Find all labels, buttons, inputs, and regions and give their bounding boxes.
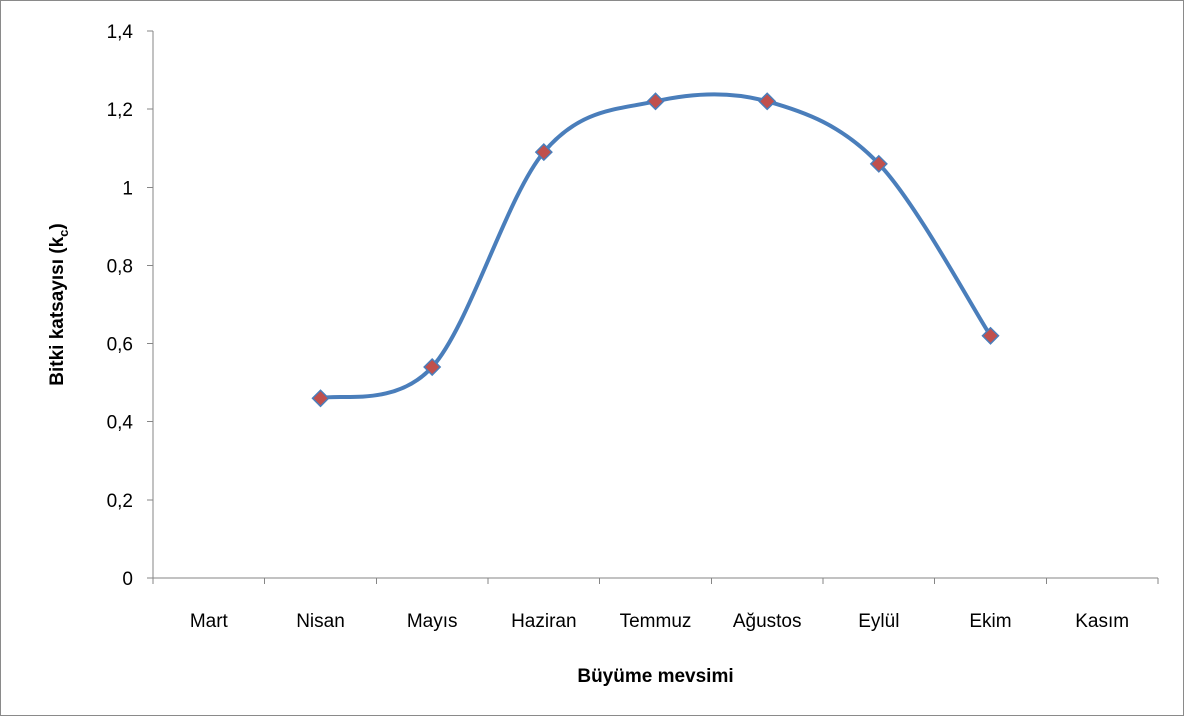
- x-tick-label: Mayıs: [407, 611, 458, 632]
- y-axis: 0 0,2 0,4 0,6 0,8 1 1,2 1,4: [107, 22, 154, 590]
- data-markers: [311, 92, 1000, 408]
- y-axis-title-close: ): [47, 223, 68, 229]
- y-axis-title: Bitki katsayısı (kc): [47, 223, 71, 385]
- y-tick-label: 0,8: [107, 256, 133, 277]
- y-tick-label: 0,2: [107, 491, 133, 512]
- series-line: [318, 92, 993, 401]
- y-tick-label: 1: [122, 178, 133, 199]
- x-axis: Mart Nisan Mayıs Haziran Temmuz Ağustos Eylül E…: [152, 577, 1159, 632]
- x-tick-label: Temmuz: [620, 611, 692, 632]
- data-point-4: [646, 92, 665, 111]
- x-tick-label: Kasım: [1075, 611, 1129, 632]
- x-tick-label: Ekim: [969, 611, 1011, 632]
- x-tick-label: Eylül: [858, 611, 899, 632]
- x-tick-label: Ağustos: [733, 611, 802, 632]
- x-tick-label: Mart: [190, 611, 229, 632]
- y-axis-title-subscript: c: [56, 230, 71, 237]
- data-point-5: [758, 92, 777, 111]
- x-tick-label: Nisan: [296, 611, 345, 632]
- data-point-6: [869, 154, 888, 173]
- y-tick-label: 1,2: [107, 100, 133, 121]
- data-point-1: [311, 389, 330, 408]
- y-tick-label: 0: [122, 569, 133, 590]
- y-axis-title-main: Bitki katsayısı (k: [47, 236, 68, 385]
- y-tick-label: 0,4: [107, 413, 134, 434]
- x-axis-title: Büyüme mevsimi: [577, 666, 733, 687]
- data-point-7: [981, 326, 1000, 345]
- y-tick-label: 0,6: [107, 335, 133, 356]
- data-point-3: [534, 143, 553, 162]
- y-tick-label: 1,4: [107, 22, 134, 43]
- x-tick-label: Haziran: [511, 611, 576, 632]
- data-point-2: [423, 357, 442, 377]
